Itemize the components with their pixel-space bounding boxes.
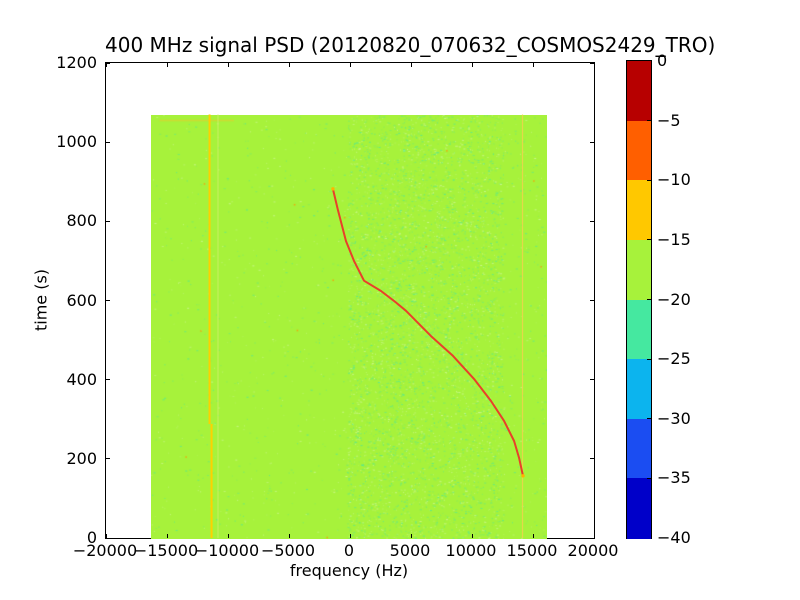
doppler-track-endpoint	[331, 187, 335, 191]
y-tick-mark	[106, 300, 110, 301]
y-tick-mark	[106, 141, 110, 143]
colorbar-band	[627, 418, 651, 479]
x-tick-mark	[532, 534, 534, 538]
x-tick-mark	[349, 63, 351, 67]
x-tick-label: −20000	[72, 541, 138, 560]
colorbar-tick-label: −5	[657, 110, 681, 130]
x-tick-mark	[166, 63, 168, 67]
colorbar-tick-label: −15	[657, 229, 691, 249]
x-axis-label: frequency (Hz)	[289, 561, 409, 580]
colorbar-tick-mark	[647, 477, 651, 479]
y-tick-mark	[106, 220, 110, 222]
y-tick-label: 0	[86, 528, 97, 547]
x-tick-label: −5000	[260, 541, 316, 560]
y-tick-mark	[590, 62, 594, 64]
colorbar-tick-label: −20	[657, 289, 691, 309]
y-tick-mark	[590, 300, 594, 301]
colorbar-band	[627, 239, 651, 300]
colorbar	[626, 60, 652, 539]
y-tick-mark	[106, 537, 110, 539]
x-tick-mark	[105, 63, 107, 67]
x-tick-label: 0	[343, 541, 355, 560]
y-tick-mark	[106, 62, 110, 64]
doppler-track-overlay	[208, 114, 525, 538]
colorbar-tick-label: −30	[657, 408, 691, 428]
colorbar-band	[627, 120, 651, 181]
colorbar-tick-mark	[647, 120, 651, 122]
x-tick-mark	[532, 63, 534, 67]
y-tick-label: 1000	[56, 132, 97, 152]
colorbar-tick-label: −35	[657, 468, 691, 488]
x-tick-label: −15000	[133, 541, 199, 560]
x-tick-mark	[105, 534, 107, 538]
x-tick-mark	[410, 534, 412, 538]
y-tick-mark	[106, 458, 110, 460]
x-tick-mark	[227, 63, 229, 67]
spectrogram-image	[151, 114, 548, 539]
colorbar-band	[627, 61, 651, 122]
x-tick-label: 10000	[445, 541, 497, 560]
y-tick-label: 400	[66, 369, 97, 389]
x-tick-label: 15000	[506, 541, 558, 560]
colorbar-tick-label: −25	[657, 349, 691, 369]
x-tick-label: 20000	[567, 541, 619, 560]
chart-title: 400 MHz signal PSD (20120820_070632_COSM…	[105, 33, 716, 57]
x-tick-mark	[288, 534, 290, 538]
doppler-track-endpoint	[521, 474, 525, 478]
x-tick-label: −10000	[194, 541, 260, 560]
y-tick-label: 800	[66, 211, 97, 231]
colorbar-tick-mark	[647, 358, 651, 360]
y-tick-label: 1200	[56, 53, 97, 72]
y-tick-mark	[590, 220, 594, 222]
x-tick-mark	[410, 63, 412, 67]
y-tick-mark	[106, 379, 110, 381]
x-tick-mark	[593, 534, 595, 538]
x-tick-label: 5000	[389, 541, 431, 560]
y-tick-mark	[590, 537, 594, 539]
colorbar-band	[627, 359, 651, 420]
colorbar-tick-label: −40	[657, 528, 691, 547]
y-tick-mark	[590, 379, 594, 381]
colorbar-tick-mark	[647, 418, 651, 420]
y-tick-label: 600	[66, 290, 97, 310]
colorbar-band	[627, 299, 651, 360]
y-tick-mark	[590, 141, 594, 143]
x-tick-mark	[166, 534, 168, 538]
colorbar-tick-label: −10	[657, 170, 691, 190]
doppler-track	[331, 187, 524, 477]
colorbar-tick-mark	[647, 179, 651, 181]
x-tick-mark	[349, 534, 351, 538]
x-tick-mark	[471, 534, 473, 538]
plot-area	[105, 62, 595, 539]
x-tick-mark	[227, 534, 229, 538]
colorbar-tick-mark	[647, 239, 651, 241]
colorbar-band	[627, 478, 651, 539]
colorbar-band	[627, 180, 651, 241]
colorbar-tick-mark	[647, 299, 651, 300]
colorbar-tick-label: 0	[657, 51, 668, 70]
x-tick-mark	[593, 63, 595, 67]
x-tick-mark	[288, 63, 290, 67]
x-tick-mark	[471, 63, 473, 67]
y-tick-mark	[590, 458, 594, 460]
y-tick-label: 200	[66, 448, 97, 468]
